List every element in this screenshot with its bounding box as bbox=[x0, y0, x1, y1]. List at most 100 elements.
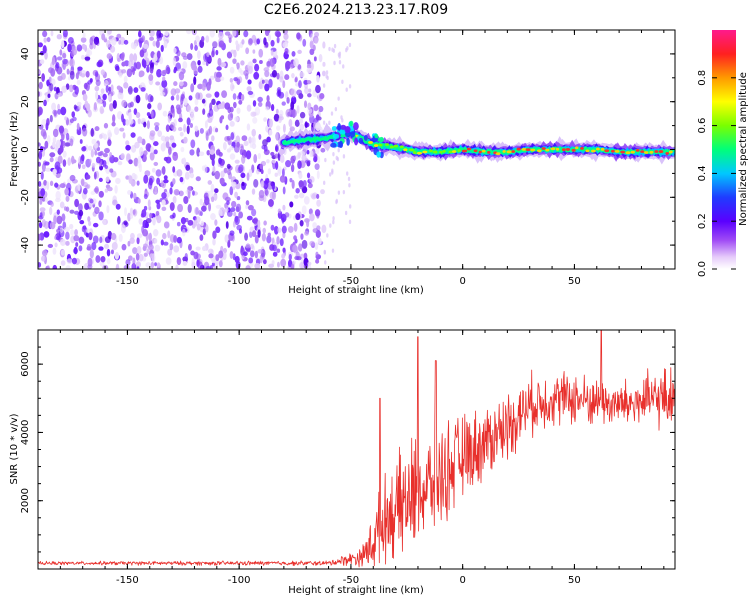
noise-fringe-blob bbox=[341, 118, 344, 123]
noise-blob bbox=[156, 202, 161, 210]
noise-blob bbox=[163, 179, 169, 184]
noise-blob bbox=[147, 244, 154, 251]
burst-blob bbox=[349, 120, 354, 127]
noise-blob bbox=[225, 221, 229, 229]
noise-blob bbox=[275, 145, 278, 152]
noise-blob bbox=[73, 235, 80, 242]
snr-panel: -150 -100 -50 0 50 2000 4000 6000 Height of str… bbox=[9, 329, 676, 596]
spectrogram-panel: -150 -100 -50 0 50 -40 -20 0 20 40 Height of stra… bbox=[9, 29, 676, 296]
noise-fringe-blob bbox=[332, 151, 335, 157]
noise-fringe-blob bbox=[329, 223, 332, 228]
noise-blob bbox=[188, 95, 193, 101]
noise-blob bbox=[162, 69, 168, 74]
noise-blob bbox=[59, 201, 65, 209]
noise-blob bbox=[49, 180, 54, 187]
noise-blob bbox=[103, 79, 109, 87]
hotspot bbox=[389, 145, 394, 149]
noise-blob bbox=[248, 257, 254, 264]
noise-blob bbox=[41, 118, 47, 127]
noise-blob bbox=[215, 71, 222, 79]
noise-blob bbox=[251, 128, 256, 137]
hotspot bbox=[643, 151, 649, 154]
noise-blob bbox=[156, 68, 162, 78]
noise-fringe-blob bbox=[348, 42, 352, 48]
noise-blob bbox=[307, 261, 312, 266]
noise-blob bbox=[314, 209, 321, 217]
colorbar-tick-label: 0.4 bbox=[697, 165, 708, 181]
noise-blob bbox=[211, 40, 218, 48]
noise-blob bbox=[117, 57, 121, 62]
hotspot bbox=[442, 149, 446, 153]
noise-blob bbox=[267, 232, 271, 237]
noise-blob bbox=[162, 232, 167, 240]
spectrogram-xtick-label: -50 bbox=[343, 276, 359, 287]
noise-blob bbox=[307, 182, 313, 189]
noise-blob bbox=[89, 198, 94, 204]
noise-blob bbox=[251, 143, 257, 150]
noise-blob bbox=[161, 206, 167, 212]
noise-blob bbox=[74, 229, 78, 236]
noise-blob bbox=[271, 159, 277, 164]
noise-blob bbox=[308, 208, 313, 215]
noise-blob bbox=[185, 164, 191, 171]
noise-blob bbox=[197, 59, 201, 66]
noise-blob bbox=[118, 39, 122, 45]
hotspot bbox=[481, 149, 486, 153]
noise-blob bbox=[299, 111, 306, 119]
noise-blob bbox=[95, 79, 101, 87]
noise-blob bbox=[202, 108, 206, 115]
noise-blob bbox=[266, 95, 270, 102]
snr-marks bbox=[38, 330, 675, 568]
noise-blob bbox=[156, 262, 161, 268]
noise-blob bbox=[266, 60, 271, 67]
noise-blob bbox=[207, 180, 213, 185]
noise-blob bbox=[158, 33, 164, 38]
noise-blob bbox=[269, 58, 275, 67]
noise-blob bbox=[322, 41, 326, 49]
noise-blob bbox=[189, 122, 194, 128]
noise-blob bbox=[133, 174, 138, 180]
noise-blob bbox=[321, 70, 326, 77]
noise-blob bbox=[45, 167, 51, 172]
noise-blob bbox=[322, 61, 326, 67]
noise-blob bbox=[312, 228, 319, 233]
noise-blob bbox=[296, 256, 302, 261]
noise-blob bbox=[317, 237, 322, 245]
noise-blob bbox=[88, 220, 92, 227]
noise-blob bbox=[263, 117, 267, 122]
noise-blob bbox=[283, 147, 287, 156]
noise-blob bbox=[306, 149, 310, 155]
noise-blob bbox=[163, 241, 169, 246]
noise-blob bbox=[96, 61, 103, 68]
noise-blob bbox=[194, 106, 199, 112]
noise-blob bbox=[276, 125, 281, 131]
noise-blob bbox=[52, 264, 58, 269]
noise-blob bbox=[240, 145, 245, 153]
noise-blob bbox=[282, 204, 286, 211]
noise-blob bbox=[164, 31, 169, 37]
noise-blob bbox=[158, 56, 164, 65]
hotspot bbox=[555, 147, 560, 151]
noise-blob bbox=[145, 221, 149, 229]
noise-blob bbox=[67, 37, 74, 44]
noise-blob bbox=[220, 115, 225, 120]
snr-xtick-label: 50 bbox=[568, 575, 581, 586]
noise-fringe-blob bbox=[337, 96, 340, 101]
noise-blob bbox=[65, 132, 70, 141]
noise-blob bbox=[207, 117, 213, 124]
noise-fringe bbox=[322, 42, 352, 265]
noise-blob bbox=[172, 151, 179, 162]
noise-blob bbox=[210, 196, 215, 203]
noise-blob bbox=[233, 101, 237, 109]
noise-blob bbox=[304, 86, 309, 95]
noise-blob bbox=[228, 37, 232, 44]
noise-fringe-blob bbox=[324, 157, 327, 163]
noise-fringe-blob bbox=[336, 156, 340, 162]
noise-blob bbox=[147, 103, 152, 110]
noise-blob bbox=[39, 207, 46, 212]
noise-blob bbox=[135, 61, 142, 70]
noise-blob bbox=[125, 140, 130, 146]
burst-blob bbox=[332, 133, 340, 139]
noise-blob bbox=[46, 181, 50, 191]
noise-blob bbox=[289, 63, 294, 70]
